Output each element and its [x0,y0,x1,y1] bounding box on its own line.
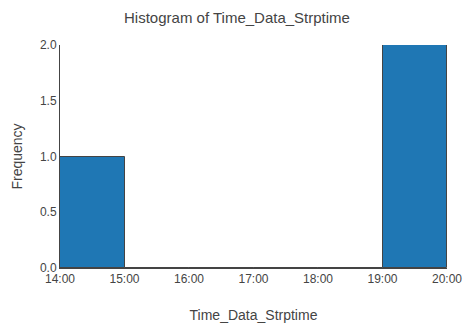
svg-text:0.0: 0.0 [40,261,57,275]
svg-text:20:00: 20:00 [432,272,462,286]
svg-text:Histogram of Time_Data_Strptim: Histogram of Time_Data_Strptime [124,9,350,26]
svg-text:17:00: 17:00 [238,272,268,286]
svg-text:Time_Data_Strptime: Time_Data_Strptime [190,307,318,323]
svg-text:19:00: 19:00 [367,272,397,286]
svg-text:16:00: 16:00 [174,272,204,286]
svg-text:15:00: 15:00 [109,272,139,286]
svg-text:1.5: 1.5 [40,94,57,108]
svg-text:1.0: 1.0 [40,150,57,164]
svg-text:14:00: 14:00 [45,272,75,286]
svg-text:18:00: 18:00 [303,272,333,286]
svg-text:2.0: 2.0 [40,38,57,52]
svg-text:0.5: 0.5 [40,205,57,219]
svg-text:Frequency: Frequency [9,123,25,189]
